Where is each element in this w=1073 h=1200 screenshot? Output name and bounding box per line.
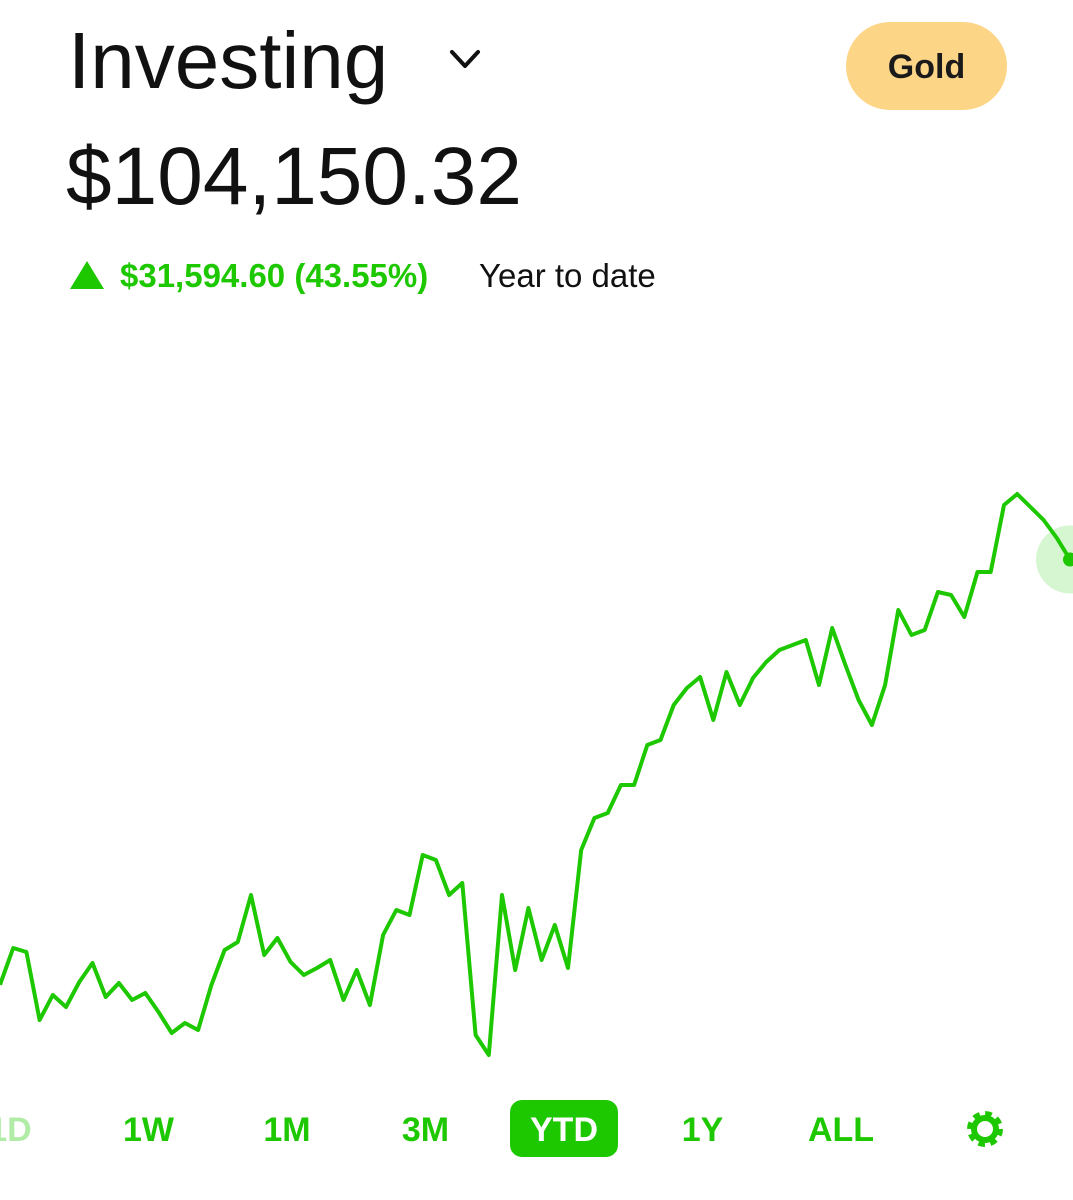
- portfolio-line: [0, 492, 1072, 1057]
- portfolio-balance: $104,150.32: [66, 131, 522, 222]
- current-point-halo: [1036, 525, 1073, 594]
- page-title[interactable]: Investing: [68, 16, 388, 105]
- range-tab-label[interactable]: 1D: [0, 1111, 32, 1149]
- range-tab-label[interactable]: 1W: [123, 1111, 175, 1149]
- range-tab-selected[interactable]: [510, 1100, 618, 1157]
- range-tab-label[interactable]: 1Y: [682, 1111, 724, 1149]
- current-point: [1063, 552, 1073, 567]
- gold-button[interactable]: [846, 22, 1007, 110]
- range-tab-label[interactable]: 1M: [263, 1111, 310, 1149]
- account-chevron[interactable]: [450, 50, 480, 68]
- gold-button-label[interactable]: Gold: [888, 48, 965, 86]
- range-tab-label[interactable]: 3M: [402, 1111, 449, 1149]
- change-period: Year to date: [479, 257, 656, 294]
- range-tab-label-selected[interactable]: YTD: [530, 1111, 598, 1149]
- up-arrow: [70, 261, 104, 289]
- range-tab-label[interactable]: ALL: [808, 1111, 874, 1149]
- change-amount: $31,594.60 (43.55%): [120, 257, 428, 294]
- gear-ring: [971, 1115, 999, 1143]
- settings-gear[interactable]: [967, 1111, 1003, 1147]
